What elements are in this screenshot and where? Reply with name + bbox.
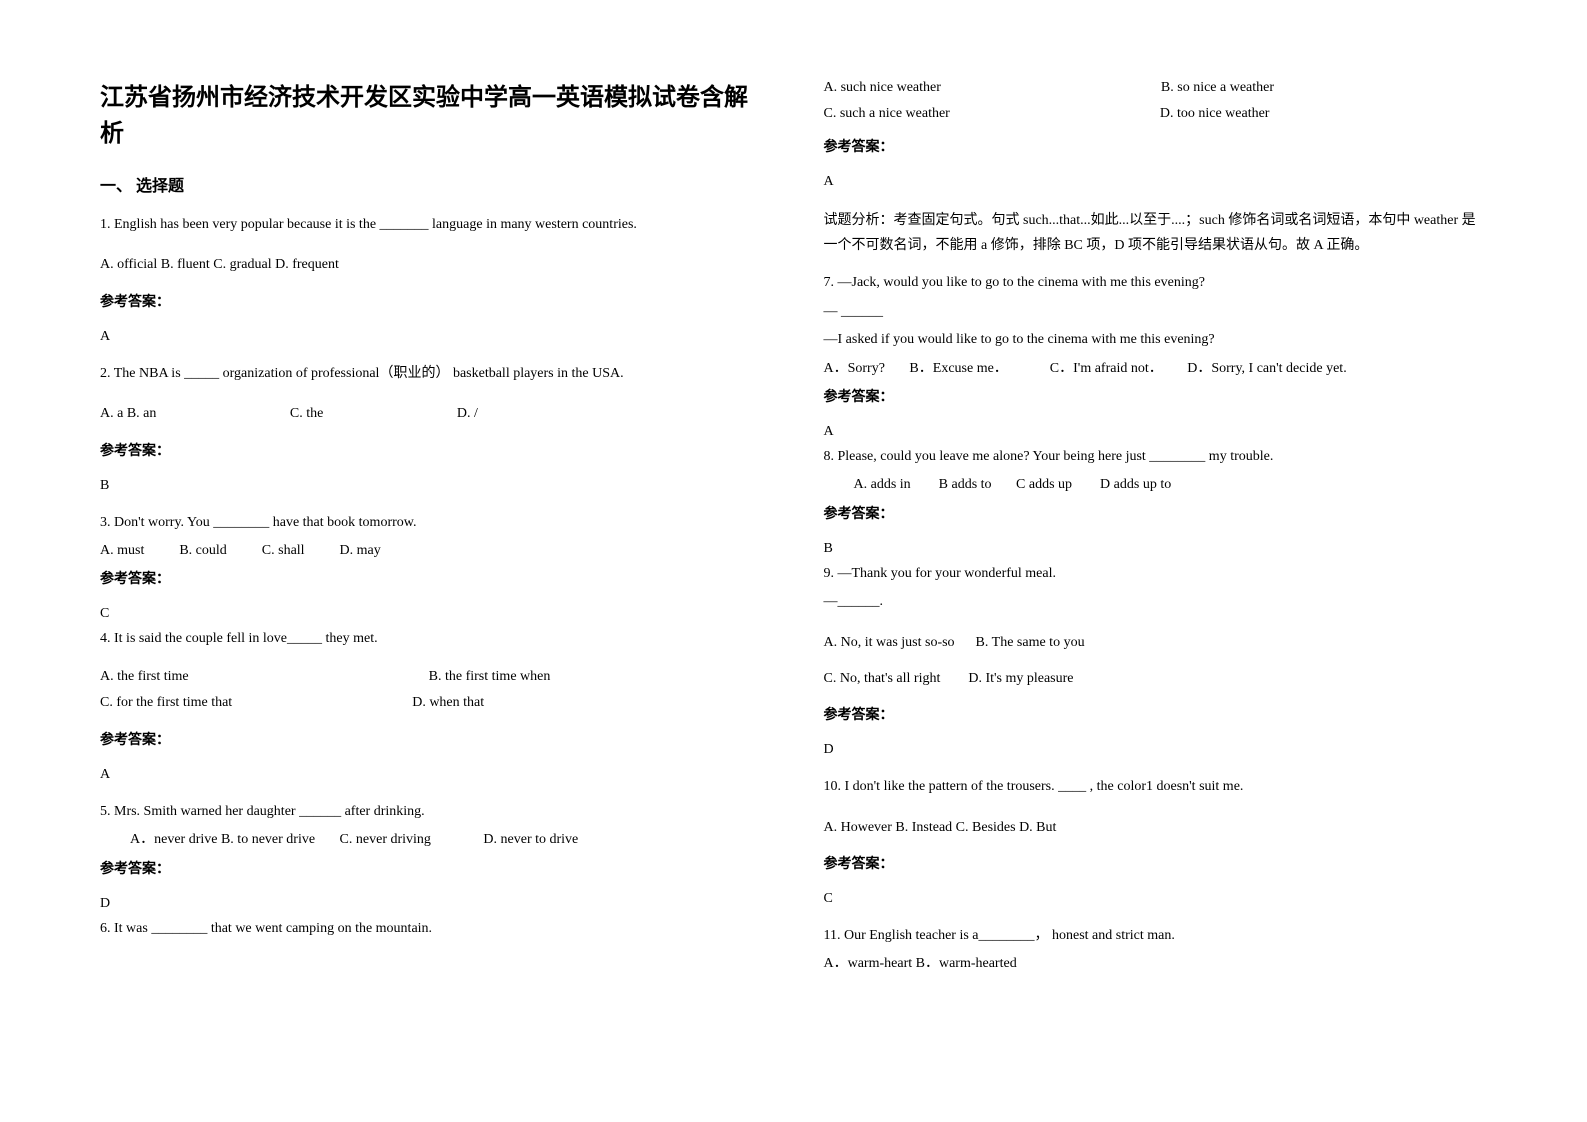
q9-dash: —______.	[824, 591, 1488, 613]
q2-optC: C. the	[290, 403, 323, 425]
q6-optA: A. such nice weather	[824, 80, 941, 96]
q4-optA: A. the first time	[100, 669, 189, 685]
q3-text: 3. Don't worry. You ________ have that b…	[100, 512, 764, 534]
q9-ans-label: 参考答案：	[824, 704, 1488, 724]
q7-ans: A	[824, 424, 1488, 440]
q6-ans-label: 参考答案：	[824, 136, 1488, 156]
q4-row1: A. the first time B. the first time when	[100, 669, 764, 685]
q8-text: 8. Please, could you leave me alone? You…	[824, 446, 1488, 468]
q9-text: 9. —Thank you for your wonderful meal.	[824, 563, 1488, 585]
q2-ans: B	[100, 478, 764, 494]
q2-ans-label: 参考答案：	[100, 440, 764, 460]
q1-opts: A. official B. fluent C. gradual D. freq…	[100, 254, 764, 276]
q3-ans: C	[100, 606, 764, 622]
q4-optD: D. when that	[412, 695, 484, 711]
q9-optsC: C. No, that's all right D. It's my pleas…	[824, 668, 1488, 690]
q5-ans: D	[100, 896, 764, 912]
q7-text: 7. —Jack, would you like to go to the ci…	[824, 272, 1488, 294]
q4-optB: B. the first time when	[429, 669, 551, 685]
q1-ans: A	[100, 329, 764, 345]
q3-ans-label: 参考答案：	[100, 568, 764, 588]
q7-sub: —I asked if you would like to go to the …	[824, 329, 1488, 351]
q8-opts: A. adds in B adds to C adds up D adds up…	[854, 474, 1488, 496]
q10-ans: C	[824, 891, 1488, 907]
left-column: 江苏省扬州市经济技术开发区实验中学高一英语模拟试卷含解析 一、 选择题 1. E…	[100, 80, 764, 1042]
q10-opts: A. However B. Instead C. Besides D. But	[824, 817, 1488, 839]
q5-opts: A．never drive B. to never drive C. never…	[130, 829, 764, 851]
q1-ans-label: 参考答案：	[100, 291, 764, 311]
q2-optD: D. /	[457, 406, 478, 421]
q6-row1: A. such nice weather B. so nice a weathe…	[824, 80, 1488, 96]
q6-analysis: 试题分析：考查固定句式。句式 such...that...如此...以至于...…	[824, 208, 1488, 258]
q6-row2: C. such a nice weather D. too nice weath…	[824, 106, 1488, 122]
q10-text: 10. I don't like the pattern of the trou…	[824, 776, 1488, 798]
section-header: 一、 选择题	[100, 172, 764, 196]
q8-ans-label: 参考答案：	[824, 503, 1488, 523]
page-title: 江苏省扬州市经济技术开发区实验中学高一英语模拟试卷含解析	[100, 80, 764, 152]
q10-ans-label: 参考答案：	[824, 853, 1488, 873]
right-column: A. such nice weather B. so nice a weathe…	[824, 80, 1488, 1042]
q4-text: 4. It is said the couple fell in love___…	[100, 628, 764, 650]
q7-ans-label: 参考答案：	[824, 386, 1488, 406]
q4-row2: C. for the first time that D. when that	[100, 695, 764, 711]
q2-optA: A. a B. an	[100, 403, 156, 425]
q1-text: 1. English has been very popular because…	[100, 214, 764, 236]
q11-opts: A．warm-heart B．warm-hearted	[824, 953, 1488, 975]
q4-ans-label: 参考答案：	[100, 729, 764, 749]
q5-text: 5. Mrs. Smith warned her daughter ______…	[100, 801, 764, 823]
q4-ans: A	[100, 767, 764, 783]
q5-ans-label: 参考答案：	[100, 858, 764, 878]
q6-optC: C. such a nice weather	[824, 106, 950, 122]
q2-opts: A. a B. an C. the D. /	[100, 403, 764, 425]
q6-optB: B. so nice a weather	[1161, 80, 1274, 96]
q6-ans: A	[824, 174, 1488, 190]
q6-optD: D. too nice weather	[1160, 106, 1270, 122]
q8-ans: B	[824, 541, 1488, 557]
q3-opts: A. must B. could C. shall D. may	[100, 540, 764, 562]
q7-opts: A．Sorry? B．Excuse me． C．I'm afraid not． …	[824, 358, 1488, 380]
q7-dash: — ______	[824, 301, 1488, 323]
q4-optC: C. for the first time that	[100, 695, 232, 711]
q9-ans: D	[824, 742, 1488, 758]
q2-text: 2. The NBA is _____ organization of prof…	[100, 363, 764, 385]
q9-optsA: A. No, it was just so-so B. The same to …	[824, 632, 1488, 654]
q6-text: 6. It was ________ that we went camping …	[100, 918, 764, 940]
q11-text: 11. Our English teacher is a________， ho…	[824, 925, 1488, 947]
